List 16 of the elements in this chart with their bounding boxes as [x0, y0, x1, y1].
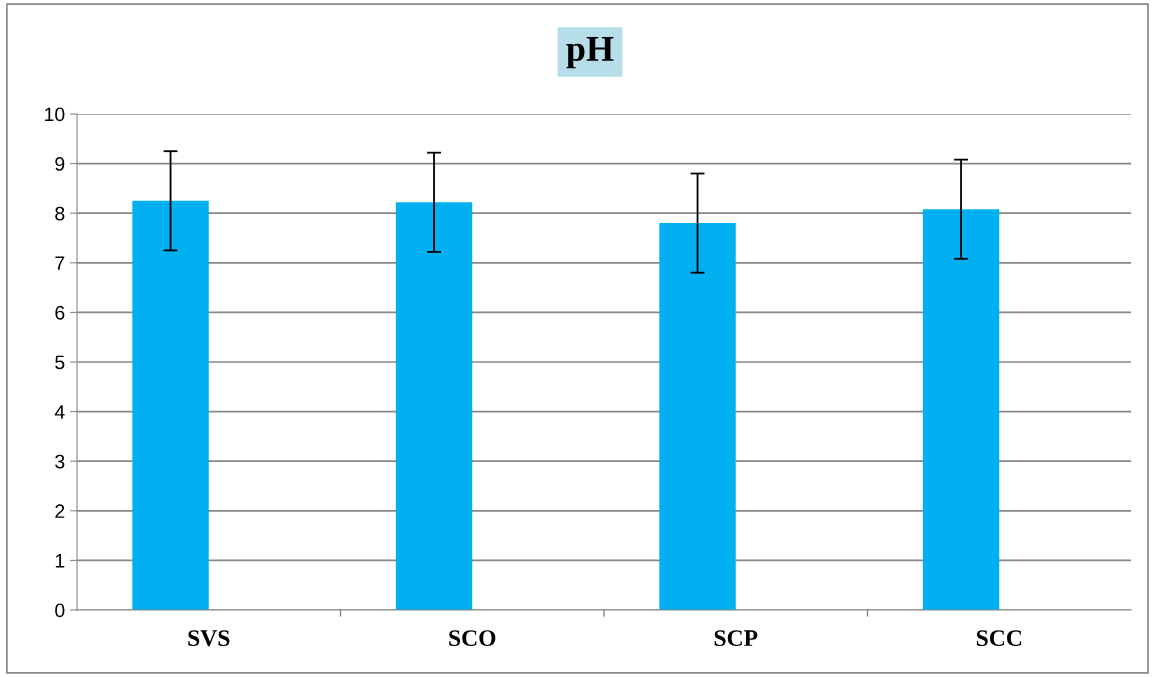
y-tick-label: 10 — [45, 107, 65, 122]
y-tick-label: 6 — [55, 305, 65, 320]
y-tick-label: 4 — [54, 405, 65, 419]
x-tick-label: SCP — [714, 630, 758, 647]
y-tick-label: 3 — [55, 454, 65, 469]
y-tick-label: 0 — [55, 603, 65, 618]
y-tick-label: 9 — [55, 157, 65, 171]
chart-title: pH — [566, 37, 614, 69]
y-tick-label: 7 — [55, 256, 65, 270]
x-tick-label: SVS — [188, 630, 230, 647]
x-tick-label: SCO — [449, 630, 496, 647]
y-tick-label: 2 — [55, 504, 65, 518]
y-tick-label: 8 — [55, 206, 65, 221]
x-tick-label: SCC — [976, 630, 1022, 647]
y-tick-label: 1 — [55, 554, 65, 568]
y-tick-label: 5 — [55, 355, 65, 370]
